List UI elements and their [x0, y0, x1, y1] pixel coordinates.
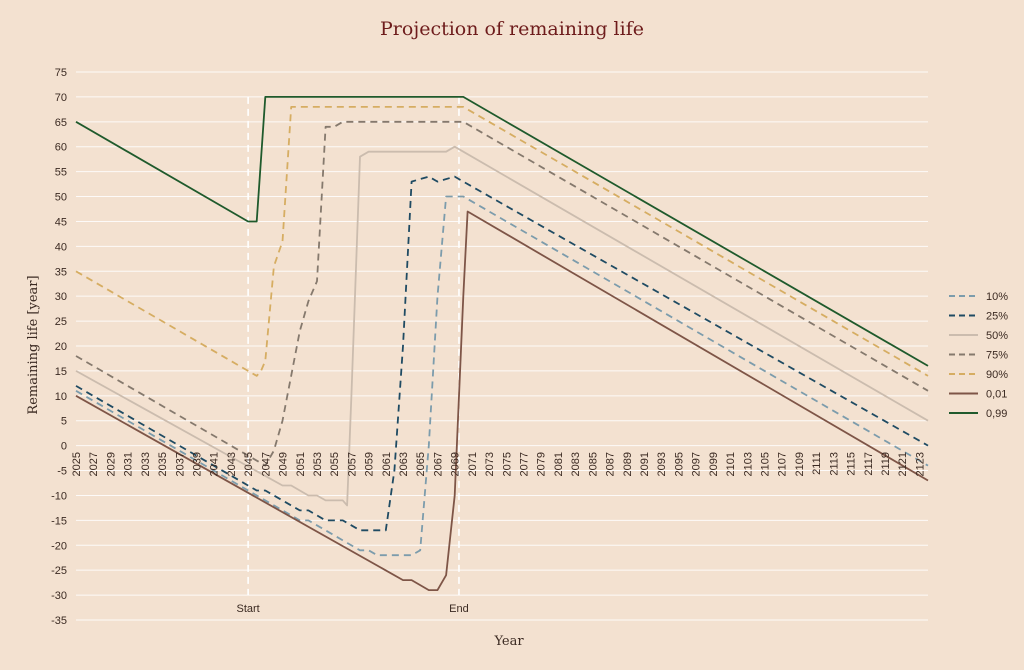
- y-tick-label: 15: [55, 366, 67, 378]
- y-tick-label: -30: [51, 590, 67, 602]
- x-tick-label: 2121: [897, 452, 909, 476]
- x-tick-label: 2053: [312, 452, 324, 476]
- marker-label: End: [449, 603, 469, 615]
- x-tick-label: 2065: [415, 452, 427, 476]
- x-tick-label: 2103: [742, 452, 754, 476]
- x-tick-label: 2079: [536, 452, 548, 476]
- x-tick-label: 2077: [519, 452, 531, 476]
- series-line: [75, 175, 929, 532]
- legend-label: 0,99: [986, 408, 1007, 420]
- x-tick-label: 2119: [880, 452, 892, 476]
- x-tick-label: 2057: [346, 452, 358, 476]
- x-tick-label: 2035: [157, 452, 169, 476]
- series-line: [75, 145, 929, 507]
- y-tick-label: -15: [51, 515, 67, 527]
- y-tick-label: 60: [55, 142, 67, 154]
- x-tick-label: 2027: [88, 452, 100, 476]
- x-tick-label: 2091: [639, 452, 651, 476]
- y-tick-label: 70: [55, 92, 67, 104]
- x-tick-label: 2029: [105, 452, 117, 476]
- legend-label: 25%: [986, 311, 1008, 323]
- y-tick-label: 0: [61, 441, 67, 453]
- series-line: [75, 120, 929, 467]
- y-tick-label: 10: [55, 391, 67, 403]
- y-tick-label: 30: [55, 291, 67, 303]
- x-tick-label: 2109: [794, 452, 806, 476]
- x-tick-label: 2087: [605, 452, 617, 476]
- x-tick-label: 2075: [501, 452, 513, 476]
- x-tick-label: 2067: [432, 452, 444, 476]
- x-tick-labels: 2025 2027 2029 2031 2033 2035 2037 2039 2041 2043…: [71, 452, 926, 476]
- x-tick-label: 2055: [329, 452, 341, 476]
- y-tick-label: 20: [55, 341, 67, 353]
- x-tick-label: 2025: [71, 452, 83, 476]
- x-tick-label: 2061: [381, 452, 393, 476]
- x-tick-label: 2083: [570, 452, 582, 476]
- legend-label: 75%: [986, 350, 1008, 362]
- x-tick-label: 2095: [673, 452, 685, 476]
- x-tick-label: 2033: [140, 452, 152, 476]
- y-tick-label: -35: [51, 615, 67, 627]
- x-tick-label: 2081: [553, 452, 565, 476]
- series-line: [75, 210, 929, 591]
- x-tick-label: 2107: [777, 452, 789, 476]
- y-tick-label: 75: [55, 67, 67, 79]
- y-tick-label: 5: [61, 416, 67, 428]
- x-axis-label: Year: [493, 634, 524, 649]
- y-tick-label: 45: [55, 216, 67, 228]
- vertical-markers: Start End: [237, 96, 469, 615]
- y-axis-label: Remaining life [year]: [26, 275, 41, 414]
- x-tick-label: 2073: [484, 452, 496, 476]
- x-tick-label: 2069: [450, 452, 462, 476]
- x-tick-label: 2117: [863, 452, 875, 476]
- x-tick-label: 2071: [467, 452, 479, 476]
- chart-title: Projection of remaining life: [380, 18, 644, 40]
- x-tick-label: 2123: [914, 452, 926, 476]
- y-tick-label: 25: [55, 316, 67, 328]
- x-tick-label: 2031: [123, 452, 135, 476]
- x-tick-label: 2085: [587, 452, 599, 476]
- x-tick-label: 2039: [191, 452, 203, 476]
- series-line: [75, 96, 929, 367]
- x-tick-label: 2105: [759, 452, 771, 476]
- y-tick-label: -10: [51, 490, 67, 502]
- legend-label: 90%: [986, 369, 1008, 381]
- y-tick-label: 50: [55, 192, 67, 204]
- x-tick-label: 2041: [209, 452, 221, 476]
- y-tick-label: 65: [55, 117, 67, 129]
- y-tick-label: 40: [55, 241, 67, 253]
- y-tick-label: -20: [51, 540, 67, 552]
- x-tick-label: 2093: [656, 452, 668, 476]
- y-tick-label: -5: [57, 466, 67, 478]
- x-tick-label: 2097: [691, 452, 703, 476]
- grid-lines: [76, 71, 928, 621]
- y-tick-label: 35: [55, 266, 67, 278]
- x-tick-label: 2043: [226, 452, 238, 476]
- y-tick-labels: 757065605550454035302520151050-5-10-15-2…: [51, 67, 67, 627]
- x-tick-label: 2051: [295, 452, 307, 476]
- x-tick-label: 2063: [398, 452, 410, 476]
- x-tick-label: 2045: [243, 452, 255, 476]
- x-tick-label: 2047: [260, 452, 272, 476]
- x-tick-label: 2101: [725, 452, 737, 476]
- legend-label: 10%: [986, 291, 1008, 303]
- y-tick-label: 55: [55, 167, 67, 179]
- series-line: [75, 195, 929, 557]
- x-tick-label: 2111: [811, 452, 823, 475]
- y-tick-label: -25: [51, 565, 67, 577]
- legend: 10% 25% 50% 75% 90% 0,01 0,99: [949, 291, 1008, 420]
- x-tick-label: 2115: [846, 452, 858, 476]
- legend-label: 0,01: [986, 389, 1007, 401]
- series-lines: [75, 96, 929, 591]
- legend-label: 50%: [986, 330, 1008, 342]
- x-tick-label: 2059: [364, 452, 376, 476]
- x-tick-label: 2089: [622, 452, 634, 476]
- marker-label: Start: [237, 603, 260, 615]
- x-tick-label: 2049: [278, 452, 290, 476]
- series-line: [75, 106, 929, 377]
- x-tick-label: 2037: [174, 452, 186, 476]
- x-tick-label: 2113: [828, 452, 840, 476]
- x-tick-label: 2099: [708, 452, 720, 476]
